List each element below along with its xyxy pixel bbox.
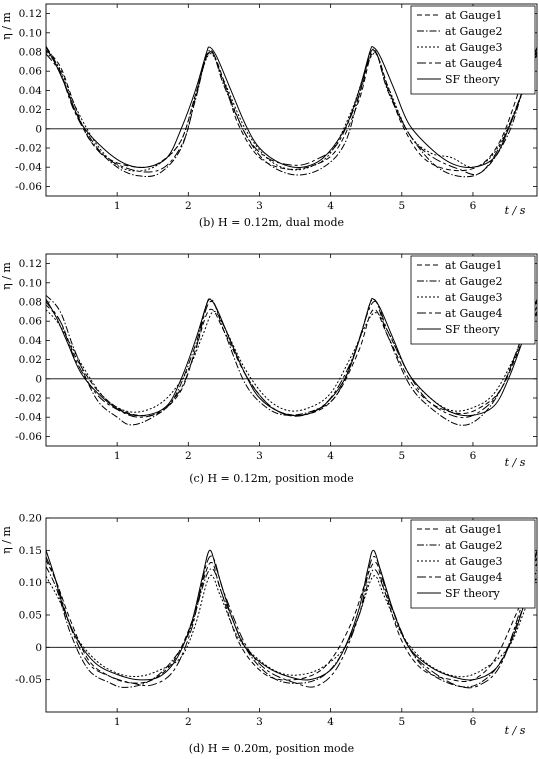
chart-caption: (c) H = 0.12m, position mode — [189, 472, 354, 485]
legend-label: at Gauge3 — [445, 41, 502, 54]
chart-panel-c: 0.12 0.10 0.08 0.06 0.04 0.02 0 -0.02 -0.04 -0.06… — [0, 253, 538, 485]
series-group — [46, 45, 537, 178]
x-tick-label: 6 — [470, 716, 477, 728]
series-sf-theory — [46, 45, 537, 168]
x-tick-label: 4 — [327, 716, 334, 728]
y-tick-label: 0.10 — [19, 577, 42, 589]
series-at-gauge2 — [46, 294, 537, 426]
legend-label: at Gauge2 — [445, 25, 502, 38]
y-tick-label: 0 — [35, 373, 42, 385]
y-tick-label: -0.04 — [15, 162, 42, 174]
series-at-gauge4 — [46, 300, 537, 419]
legend-label: SF theory — [445, 73, 501, 86]
legend-label: at Gauge2 — [445, 275, 502, 288]
series-at-gauge1 — [46, 559, 537, 684]
y-tick-label: 0 — [35, 642, 42, 654]
y-axis-title: η / m — [0, 12, 13, 40]
y-tick-label: 0.10 — [19, 277, 42, 289]
chart-panel-b: 0.12 0.10 0.08 0.06 0.04 0.02 0 -0.02 -0.04 -0.06… — [0, 3, 538, 229]
legend-label: SF theory — [445, 323, 501, 336]
x-axis-title: t / s — [505, 204, 526, 217]
y-tick-label: -0.02 — [15, 143, 42, 155]
legend-label: at Gauge1 — [445, 259, 502, 272]
x-tick-label: 5 — [398, 450, 405, 462]
y-tick-label: 0.05 — [19, 610, 42, 622]
legend-label: at Gauge4 — [445, 57, 502, 70]
x-tick-label: 3 — [256, 716, 263, 728]
x-axis-title: t / s — [505, 724, 526, 737]
y-tick-label: 0.02 — [19, 354, 42, 366]
legend-label: at Gauge3 — [445, 291, 502, 304]
legend-label: at Gauge3 — [445, 555, 502, 568]
series-at-gauge4 — [46, 555, 537, 689]
y-tick-label: 0.20 — [19, 513, 42, 525]
legend-label: at Gauge1 — [445, 9, 502, 22]
y-tick-label: 0.04 — [19, 85, 43, 97]
y-tick-label: -0.06 — [15, 431, 42, 443]
x-tick-label: 1 — [114, 450, 121, 462]
y-tick-label: 0.08 — [19, 47, 42, 59]
x-tick-label: 2 — [185, 200, 192, 212]
x-tick-label: 5 — [398, 716, 405, 728]
chart-caption: (d) H = 0.20m, position mode — [189, 742, 354, 755]
series-at-gauge3 — [46, 51, 537, 172]
y-tick-label: 0.12 — [19, 8, 42, 20]
y-tick-label: 0.12 — [19, 258, 42, 270]
x-tick-label: 3 — [256, 200, 263, 212]
x-tick-label: 2 — [185, 716, 192, 728]
x-tick-label: 4 — [327, 450, 334, 462]
legend-label: at Gauge4 — [445, 571, 502, 584]
chart-panel-d: 0.20 0.15 0.10 0.05 0 -0.05 1 2 3 4 5 6 η / m t / s at… — [0, 513, 538, 755]
series-at-gauge3 — [46, 574, 537, 678]
legend-label: at Gauge4 — [445, 307, 502, 320]
chart-caption: (b) H = 0.12m, dual mode — [199, 216, 344, 229]
legend-label: at Gauge1 — [445, 523, 502, 536]
legend-label: SF theory — [445, 587, 501, 600]
x-tick-label: 1 — [114, 716, 121, 728]
y-tick-label: 0.06 — [19, 316, 43, 328]
series-sf-theory — [46, 549, 537, 681]
plot-frame — [45, 253, 538, 447]
y-tick-label: 0.15 — [19, 545, 42, 557]
x-tick-label: 5 — [398, 200, 405, 212]
series-at-gauge1 — [46, 49, 537, 172]
x-tick-label: 4 — [327, 200, 334, 212]
series-group — [46, 549, 537, 689]
x-tick-label: 6 — [470, 450, 477, 462]
series-at-gauge4 — [46, 49, 537, 176]
x-tick-label: 2 — [185, 450, 192, 462]
y-tick-label: 0.04 — [19, 335, 43, 347]
series-sf-theory — [46, 297, 537, 417]
y-tick-label: -0.06 — [15, 181, 42, 193]
series-at-gauge2 — [46, 566, 537, 688]
series-group — [46, 294, 537, 426]
x-tick-label: 6 — [470, 200, 477, 212]
y-tick-label: -0.04 — [15, 412, 42, 424]
x-axis-title: t / s — [505, 456, 526, 469]
y-tick-label: 0.02 — [19, 104, 42, 116]
legend-label: at Gauge2 — [445, 539, 502, 552]
y-axis-title: η / m — [0, 262, 13, 290]
x-tick-label: 3 — [256, 450, 263, 462]
y-tick-label: -0.02 — [15, 393, 42, 405]
plot-frame — [45, 3, 538, 197]
series-at-gauge2 — [46, 45, 537, 178]
y-tick-label: 0 — [35, 123, 42, 135]
y-tick-label: 0.10 — [19, 27, 42, 39]
series-at-gauge3 — [46, 309, 537, 413]
x-tick-label: 1 — [114, 200, 121, 212]
y-axis-title: η / m — [0, 526, 13, 554]
y-tick-label: 0.06 — [19, 66, 43, 78]
y-tick-label: -0.05 — [15, 674, 42, 686]
y-tick-label: 0.08 — [19, 297, 42, 309]
